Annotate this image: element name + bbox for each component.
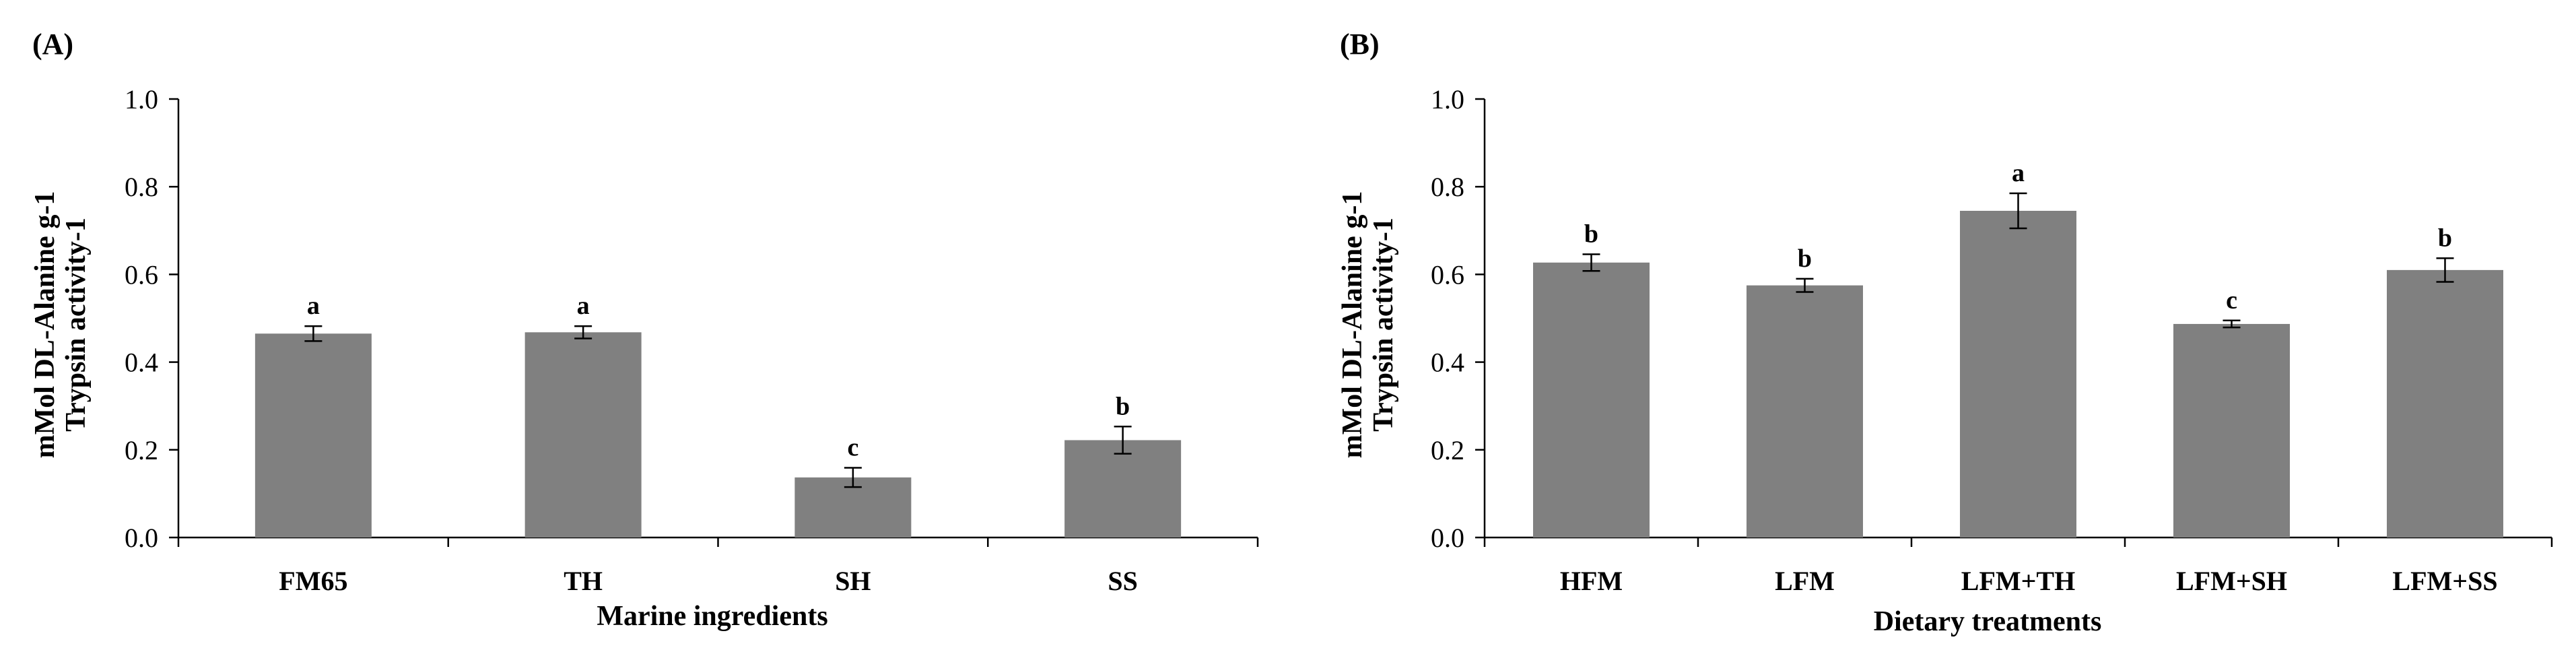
panel-a-y-tick-label: 0.2	[125, 435, 158, 465]
panel-b-error-bar	[2223, 319, 2241, 329]
panel-a-significance-label: b	[1116, 392, 1130, 420]
panel-a: (A) mMol DL-Alanine g-1 Trypsin activity…	[30, 28, 1259, 632]
panel-b-label: (B)	[1340, 28, 1380, 61]
panel-a-label: (A)	[32, 28, 73, 61]
panel-b-significance-label: c	[2226, 286, 2237, 315]
panel-a-x-axis-title: Marine ingredients	[597, 601, 827, 632]
panel-b: (B) mMol DL-Alanine g-1 Trypsin activity…	[1337, 28, 2553, 637]
panel-b-category-label: LFM+SS	[2392, 566, 2497, 596]
panel-b-category-label: HFM	[1560, 566, 1623, 596]
panel-a-category-label: SS	[1108, 566, 1138, 596]
panel-b-error-bar	[1796, 278, 1814, 293]
panel-b-significance-label: b	[1798, 244, 1812, 273]
panel-b-error-bar	[2436, 257, 2454, 283]
panel-a-y-axis-title-line-1: mMol DL-Alanine g-1	[30, 191, 61, 459]
panel-b-plot-area: 0.0 0.2 0.4 0.6 0.8 1.0 b HFM b LFM a LFM+TH c LFM+SH…	[1431, 84, 2553, 596]
panel-b-bar	[2387, 269, 2503, 537]
panel-a-error-bar	[844, 467, 862, 488]
panel-b-significance-label: b	[2438, 224, 2452, 252]
panel-a-bar	[524, 332, 642, 537]
panel-a-error-bar	[574, 325, 592, 339]
panel-b-error-bar	[1582, 253, 1600, 272]
panel-b-y-axis-title-line-2: Trypsin activity-1	[1368, 218, 1399, 432]
panel-a-y-tick-label: 0.6	[125, 259, 158, 290]
panel-b-y-tick-label: 0.0	[1431, 523, 1464, 553]
panel-b-x-axis-title: Dietary treatments	[1874, 606, 2102, 637]
panel-a-bar	[1064, 440, 1182, 537]
panel-a-significance-label: a	[307, 292, 320, 320]
panel-b-bar	[1533, 262, 1650, 537]
panel-a-plot-area: 0.0 0.2 0.4 0.6 0.8 1.0 a FM65 a TH c SH b SS	[125, 84, 1259, 596]
panel-a-y-tick-label: 0.8	[125, 172, 158, 202]
panel-b-bar	[1960, 211, 2076, 537]
panel-a-bar	[255, 333, 372, 537]
panel-b-category-label: LFM+SH	[2176, 566, 2287, 596]
panel-a-error-bar	[304, 325, 323, 342]
panel-b-y-tick-label: 1.0	[1431, 84, 1464, 115]
panel-b-significance-label: a	[2012, 159, 2025, 187]
panel-a-category-label: TH	[564, 566, 603, 596]
panel-a-error-bar	[1114, 426, 1132, 455]
panel-a-significance-label: a	[577, 292, 590, 320]
panel-b-category-label: LFM+TH	[1961, 566, 2075, 596]
panel-b-significance-label: b	[1584, 220, 1598, 248]
panel-a-y-tick-label: 0.4	[125, 348, 158, 378]
panel-a-y-tick-label: 0.0	[125, 523, 158, 553]
panel-b-y-axis-title-line-1: mMol DL-Alanine g-1	[1337, 191, 1368, 459]
panel-a-y-axis-title: mMol DL-Alanine g-1 Trypsin activity-1	[30, 191, 92, 459]
panel-a-y-tick-label: 1.0	[125, 84, 158, 115]
panel-b-y-tick-label: 0.6	[1431, 259, 1464, 290]
panel-a-category-label: SH	[835, 566, 871, 596]
panel-b-y-axis-title: mMol DL-Alanine g-1 Trypsin activity-1	[1337, 191, 1399, 459]
panel-b-y-tick-label: 0.8	[1431, 172, 1464, 202]
panel-b-bar	[2173, 323, 2290, 537]
panel-a-y-axis-title-line-2: Trypsin activity-1	[61, 218, 92, 432]
panel-a-category-label: FM65	[279, 566, 347, 596]
panel-b-bar	[1747, 285, 1863, 537]
panel-b-error-bar	[2009, 192, 2027, 230]
panel-b-category-label: LFM	[1775, 566, 1835, 596]
panel-a-significance-label: c	[847, 433, 858, 461]
panel-b-y-tick-label: 0.2	[1431, 435, 1464, 465]
panel-b-y-tick-label: 0.4	[1431, 348, 1464, 378]
